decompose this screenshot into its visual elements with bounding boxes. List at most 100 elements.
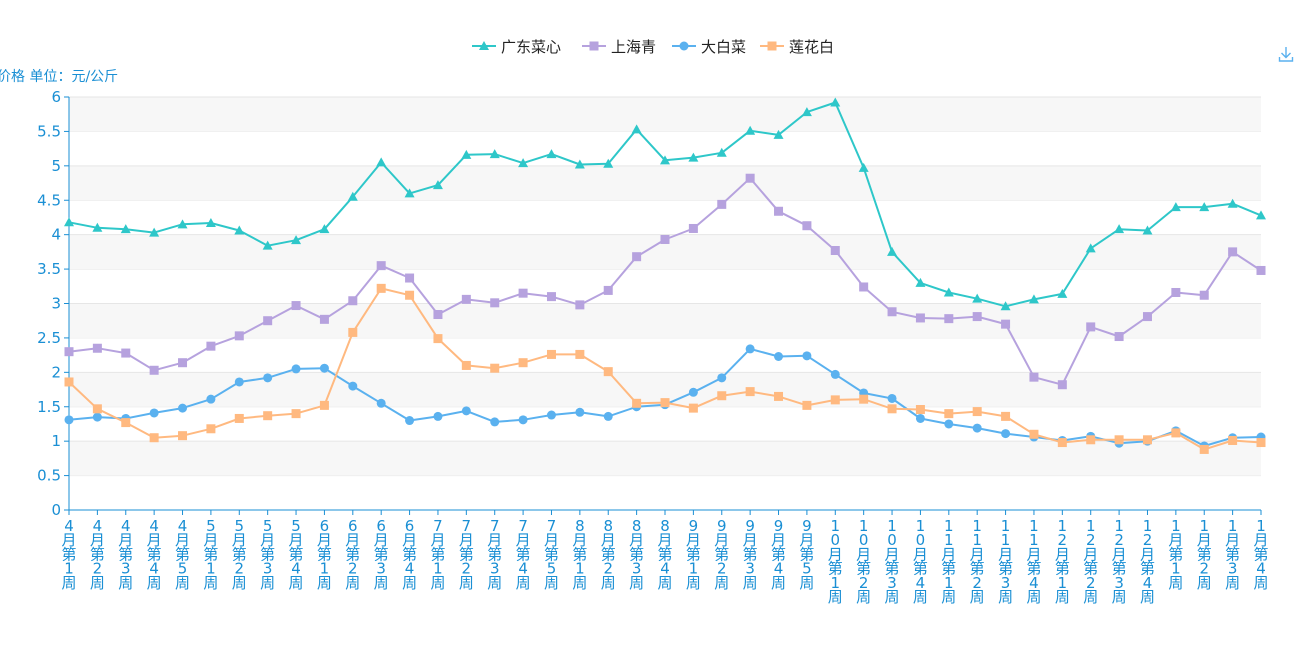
data-point[interactable] (603, 367, 613, 377)
data-point[interactable] (376, 157, 387, 167)
data-point[interactable] (887, 404, 897, 414)
data-point[interactable] (405, 273, 415, 283)
data-point[interactable] (1057, 438, 1067, 448)
data-point[interactable] (120, 224, 131, 234)
data-point[interactable] (347, 191, 358, 201)
data-point[interactable] (944, 409, 954, 419)
data-point[interactable] (1114, 435, 1124, 445)
data-point[interactable] (546, 349, 556, 359)
data-point[interactable] (149, 365, 159, 375)
data-point[interactable] (1142, 225, 1153, 235)
data-point[interactable] (972, 312, 982, 322)
data-point[interactable] (490, 298, 500, 308)
data-point[interactable] (774, 352, 784, 362)
data-point[interactable] (348, 381, 358, 391)
data-point[interactable] (915, 313, 925, 323)
data-point[interactable] (178, 358, 188, 368)
data-point[interactable] (887, 246, 898, 256)
data-point[interactable] (178, 403, 188, 413)
data-point[interactable] (830, 245, 840, 255)
data-point[interactable] (376, 261, 386, 271)
data-point[interactable] (461, 149, 472, 159)
data-point[interactable] (1227, 198, 1238, 208)
data-point[interactable] (915, 405, 925, 415)
data-point[interactable] (1199, 444, 1209, 454)
data-point[interactable] (149, 227, 160, 237)
data-point[interactable] (688, 403, 698, 413)
data-point[interactable] (461, 360, 471, 370)
data-point[interactable] (319, 224, 330, 234)
data-point[interactable] (1228, 435, 1238, 445)
data-point[interactable] (64, 347, 74, 357)
data-point[interactable] (972, 407, 982, 417)
data-point[interactable] (603, 411, 613, 421)
data-point[interactable] (773, 129, 784, 139)
data-point[interactable] (632, 252, 642, 262)
data-point[interactable] (348, 327, 358, 337)
data-point[interactable] (575, 407, 585, 417)
data-point[interactable] (234, 377, 244, 387)
data-point[interactable] (660, 398, 670, 408)
data-point[interactable] (717, 199, 727, 209)
data-point[interactable] (262, 240, 273, 250)
data-point[interactable] (319, 400, 329, 410)
data-point[interactable] (64, 415, 74, 425)
data-point[interactable] (518, 415, 528, 425)
data-point[interactable] (206, 424, 216, 434)
data-point[interactable] (1001, 319, 1011, 329)
data-point[interactable] (887, 393, 897, 403)
data-point[interactable] (433, 310, 443, 320)
data-point[interactable] (1001, 411, 1011, 421)
data-point[interactable] (291, 364, 301, 374)
data-point[interactable] (603, 285, 613, 295)
data-point[interactable] (433, 334, 443, 344)
data-point[interactable] (774, 206, 784, 216)
data-point[interactable] (944, 314, 954, 324)
data-point[interactable] (745, 173, 755, 183)
data-point[interactable] (660, 155, 670, 165)
data-point[interactable] (64, 217, 74, 227)
data-point[interactable] (433, 411, 443, 421)
data-point[interactable] (745, 387, 755, 397)
data-point[interactable] (1256, 265, 1266, 275)
data-point[interactable] (1086, 322, 1096, 332)
data-point[interactable] (546, 292, 556, 302)
legend-item[interactable]: 上海青 (582, 38, 656, 56)
data-point[interactable] (745, 344, 755, 354)
data-point[interactable] (802, 400, 812, 410)
data-point[interactable] (1057, 288, 1068, 298)
data-point[interactable] (972, 423, 982, 433)
data-point[interactable] (461, 294, 471, 304)
data-point[interactable] (1001, 429, 1011, 439)
data-point[interactable] (121, 348, 131, 358)
data-point[interactable] (717, 391, 727, 401)
data-point[interactable] (830, 369, 840, 379)
data-point[interactable] (802, 351, 812, 361)
data-point[interactable] (518, 158, 529, 168)
data-point[interactable] (291, 301, 301, 311)
data-point[interactable] (688, 223, 698, 233)
data-point[interactable] (432, 180, 443, 190)
data-point[interactable] (1199, 290, 1209, 300)
data-point[interactable] (404, 188, 415, 198)
data-point[interactable] (858, 162, 869, 172)
data-point[interactable] (1171, 287, 1181, 297)
data-point[interactable] (348, 296, 358, 306)
data-point[interactable] (263, 316, 273, 326)
data-point[interactable] (915, 277, 926, 287)
data-point[interactable] (1256, 210, 1266, 220)
data-point[interactable] (461, 406, 471, 416)
data-point[interactable] (801, 107, 812, 117)
data-point[interactable] (1000, 301, 1011, 311)
data-point[interactable] (603, 158, 614, 168)
data-point[interactable] (575, 300, 585, 310)
data-point[interactable] (915, 413, 925, 423)
data-point[interactable] (319, 363, 329, 373)
data-point[interactable] (575, 349, 585, 359)
data-point[interactable] (518, 358, 528, 368)
data-point[interactable] (490, 417, 500, 427)
data-point[interactable] (1142, 435, 1152, 445)
data-point[interactable] (92, 412, 102, 422)
data-point[interactable] (1086, 435, 1096, 445)
data-point[interactable] (263, 411, 273, 421)
